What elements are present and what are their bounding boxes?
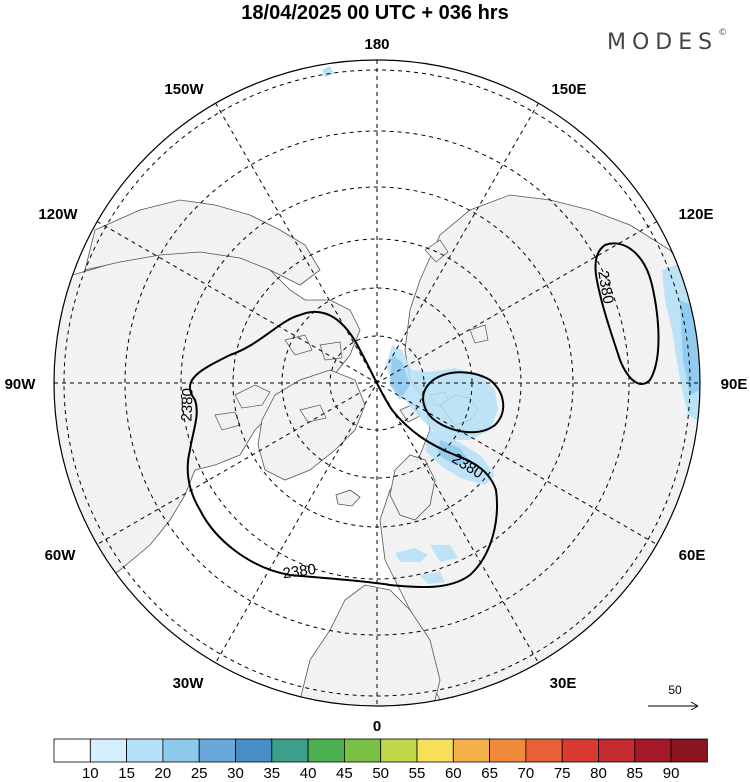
colorbar-swatch xyxy=(489,738,527,763)
contour-barents xyxy=(422,371,505,434)
lon-label-120e: 120E xyxy=(678,206,713,223)
colorbar-swatch xyxy=(416,738,454,763)
lon-label-0: 0 xyxy=(373,718,381,735)
wind-reference-arrowhead xyxy=(690,701,699,711)
lon-label-60w: 60W xyxy=(45,547,77,564)
wind-reference-label: 50 xyxy=(668,683,682,697)
lon-label-30w: 30W xyxy=(173,675,205,692)
colorbar-swatch xyxy=(126,738,164,763)
colorbar-tick-label: 20 xyxy=(155,765,172,782)
colorbar-tick-label: 45 xyxy=(336,765,353,782)
colorbar-swatch xyxy=(670,738,708,763)
brand-logo: MODES© xyxy=(607,28,728,55)
colorbar-swatch xyxy=(271,738,309,763)
land-scandinavia xyxy=(389,454,436,521)
page-title: 18/04/2025 00 UTC + 036 hrs xyxy=(241,2,509,24)
lon-label-30e: 30E xyxy=(550,675,577,692)
colorbar-tick-label: 70 xyxy=(518,765,535,782)
colorbar-tick-label: 85 xyxy=(626,765,643,782)
land-europe-africa xyxy=(299,584,441,706)
colorbar-tick-label: 80 xyxy=(590,765,607,782)
land-siberian-islands xyxy=(424,239,489,344)
colorbar-swatch xyxy=(53,738,91,763)
lon-label-180: 180 xyxy=(364,36,389,53)
wind-reference: 50 xyxy=(648,683,699,711)
colorbar-swatch xyxy=(235,738,273,763)
colorbar-tick-label: 65 xyxy=(481,765,498,782)
contour-label-pacific: 2380 xyxy=(594,269,617,305)
colorbar-swatch xyxy=(162,738,200,763)
colorbar-swatch xyxy=(598,738,636,763)
brand-name: MODES xyxy=(607,30,719,55)
lon-label-90e: 90E xyxy=(721,376,748,393)
geopotential-contours xyxy=(186,242,660,589)
land-eurasia xyxy=(379,194,700,706)
colorbar-swatch xyxy=(343,738,382,763)
colorbar-tick-label: 25 xyxy=(191,765,208,782)
colorbar-tick-label: 60 xyxy=(445,765,462,782)
colorbar-tick-label: 50 xyxy=(372,765,389,782)
contour-label-south: 2380 xyxy=(282,561,317,582)
colorbar-tick-label: 15 xyxy=(118,765,135,782)
map-border xyxy=(53,59,701,707)
shade-barents-dark xyxy=(390,355,470,465)
shade-north xyxy=(322,66,334,77)
colorbar-swatch xyxy=(307,738,345,763)
shade-arctic xyxy=(386,345,498,440)
colorbar-tick-label: 30 xyxy=(227,765,244,782)
colorbar-swatch xyxy=(198,738,236,763)
colorbar-tick-label: 35 xyxy=(263,765,280,782)
lon-label-150w: 150W xyxy=(164,81,204,98)
colorbar-swatch xyxy=(452,738,490,763)
lon-label-120w: 120W xyxy=(38,206,78,223)
land-iceland xyxy=(335,489,361,507)
contour-pacific xyxy=(594,242,660,385)
colorbar-swatch xyxy=(380,738,418,763)
colorbar-swatch xyxy=(561,738,599,763)
lon-label-60e: 60E xyxy=(679,547,706,564)
colorbar-tick-label: 55 xyxy=(409,765,426,782)
shade-europe xyxy=(395,545,458,584)
lon-label-90w: 90W xyxy=(5,376,37,393)
colorbar-tick-label: 90 xyxy=(663,765,680,782)
land-alaska xyxy=(84,199,321,286)
colorbar: 10 15 20 25 30 35 40 45 50 55 60 65 70 75 80 85 90 xyxy=(53,738,708,782)
land-greenland xyxy=(257,369,366,481)
colorbar-swatch xyxy=(634,738,672,763)
contour-main xyxy=(186,310,498,589)
land-archipelago xyxy=(214,334,343,431)
colorbar-swatch xyxy=(89,738,128,763)
contour-label-west: 2380 xyxy=(178,388,196,422)
colorbar-swatch xyxy=(525,738,563,763)
lon-label-150e: 150E xyxy=(551,81,586,98)
brand-mark: © xyxy=(718,28,728,38)
colorbar-tick-label: 10 xyxy=(82,765,99,782)
colorbar-tick-label: 75 xyxy=(554,765,571,782)
colorbar-tick-label: 40 xyxy=(300,765,317,782)
